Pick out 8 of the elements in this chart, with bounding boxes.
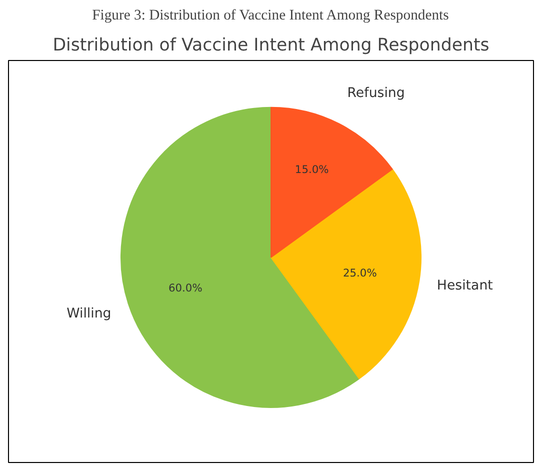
chart-title: Figure 3: Distribution of Vaccine Intent Among Respondents xyxy=(92,8,450,24)
data-label: 60.0% xyxy=(168,281,202,294)
slice-label: Willing xyxy=(66,306,112,322)
data-label: 25.0% xyxy=(342,266,377,280)
slice-label: Hesitant xyxy=(436,278,493,294)
slice-label: Refusing xyxy=(347,86,405,102)
chart-subtitle: Distribution of Vaccine Intent Among Respondents xyxy=(52,36,490,56)
data-label: 15.0% xyxy=(294,163,329,176)
